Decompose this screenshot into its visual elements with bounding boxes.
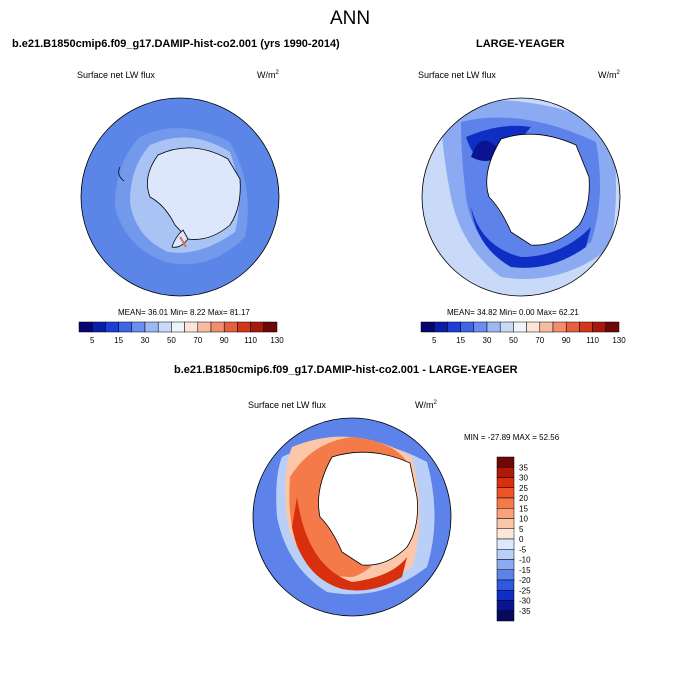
diff-colorbar-swatch xyxy=(496,467,515,478)
left-colorbar-swatch xyxy=(171,321,185,333)
page-title: ANN xyxy=(329,8,371,29)
right-colorbar-tick-label: 90 xyxy=(562,336,571,345)
left-colorbar-swatch xyxy=(223,321,238,333)
right-panel-title: LARGE-YEAGER xyxy=(476,38,565,50)
diff-units-label: W/m2 xyxy=(415,400,437,410)
right-colorbar-swatch xyxy=(447,321,461,333)
left-units-label: W/m2 xyxy=(257,70,279,80)
diff-colorbar-swatch xyxy=(496,477,515,488)
left-panel-title: b.e21.B1850cmip6.f09_g17.DAMIP-hist-co2.… xyxy=(12,38,340,50)
right-colorbar-swatch xyxy=(526,321,541,333)
diff-colorbar-swatch xyxy=(496,549,515,560)
left-colorbar-tick-label: 5 xyxy=(90,336,95,345)
diff-colorbar-swatch xyxy=(496,569,515,581)
diff-colorbar-swatch xyxy=(496,508,515,519)
left-colorbar-swatch xyxy=(210,321,225,333)
diff-colorbar-tick-label: 25 xyxy=(519,484,528,493)
right-polar-map xyxy=(421,97,621,297)
diff-colorbar-tick-label: -5 xyxy=(519,545,527,554)
left-colorbar-tick-label: 110 xyxy=(244,336,257,345)
right-colorbar-tick-label: 130 xyxy=(612,336,626,345)
left-colorbar-tick-label: 30 xyxy=(141,336,150,345)
left-stats: MEAN= 36.01 Min= 8.22 Max= 81.17 xyxy=(118,308,250,317)
right-stats: MEAN= 34.82 Min= 0.00 Max= 62.21 xyxy=(447,308,579,317)
left-variable-label: Surface net LW flux xyxy=(77,70,155,80)
left-colorbar-tick-label: 90 xyxy=(220,336,229,345)
right-units-label: W/m2 xyxy=(598,70,620,80)
diff-colorbar-tick-label: 15 xyxy=(519,504,528,513)
left-colorbar-swatch xyxy=(91,321,106,333)
left-colorbar-swatch xyxy=(237,321,251,333)
right-colorbar-swatch xyxy=(592,321,607,333)
diff-colorbar-tick-label: -25 xyxy=(519,586,531,595)
left-colorbar-swatch xyxy=(131,321,146,333)
diff-stats: MIN = -27.89 MAX = 52.56 xyxy=(464,433,560,442)
diff-colorbar-swatch xyxy=(496,610,515,622)
left-colorbar-swatch xyxy=(184,321,199,333)
right-colorbar: 5 15 30 50 70 90 110 130 xyxy=(420,321,626,345)
diff-colorbar-tick-label: -30 xyxy=(519,597,531,606)
diff-variable-label: Surface net LW flux xyxy=(248,400,326,410)
right-colorbar-tick-label: 50 xyxy=(509,336,518,345)
right-colorbar-swatch xyxy=(605,321,620,333)
right-colorbar-swatch xyxy=(433,321,448,333)
right-colorbar-swatch xyxy=(552,321,567,333)
right-colorbar-tick-label: 15 xyxy=(456,336,465,345)
left-colorbar-swatch xyxy=(144,321,159,333)
diff-colorbar-swatch xyxy=(496,456,515,468)
left-colorbar: 5 15 30 50 70 90 110 130 xyxy=(78,321,284,345)
right-colorbar-swatch xyxy=(565,321,580,333)
left-colorbar-swatch xyxy=(105,321,119,333)
diff-colorbar-tick-label: 10 xyxy=(519,515,528,524)
diff-colorbar-swatch xyxy=(496,538,515,550)
right-colorbar-tick-label: 5 xyxy=(432,336,437,345)
left-colorbar-swatch xyxy=(250,321,265,333)
diff-polar-map xyxy=(252,417,452,617)
right-colorbar-swatch xyxy=(473,321,488,333)
diff-colorbar-swatch xyxy=(496,497,515,509)
left-colorbar-swatch xyxy=(118,321,133,333)
left-colorbar-swatch xyxy=(263,321,278,333)
right-colorbar-swatch xyxy=(539,321,554,333)
left-colorbar-tick-label: 50 xyxy=(167,336,176,345)
diff-colorbar-tick-label: 30 xyxy=(519,474,528,483)
right-colorbar-swatch xyxy=(579,321,593,333)
diff-colorbar-swatch xyxy=(496,590,515,601)
diff-panel-title: b.e21.B1850cmip6.f09_g17.DAMIP-hist-co2.… xyxy=(174,364,518,376)
diff-colorbar-swatch xyxy=(496,559,515,570)
diff-colorbar-tick-label: 20 xyxy=(519,494,528,503)
right-colorbar-swatch xyxy=(420,321,435,333)
right-colorbar-tick-label: 30 xyxy=(483,336,492,345)
left-colorbar-tick-label: 70 xyxy=(193,336,202,345)
left-colorbar-swatch xyxy=(157,321,172,333)
diff-colorbar-tick-label: -10 xyxy=(519,556,531,565)
left-colorbar-tick-label: 130 xyxy=(270,336,284,345)
diff-colorbar-tick-label: 35 xyxy=(519,463,528,472)
left-colorbar-swatch xyxy=(197,321,212,333)
right-variable-label: Surface net LW flux xyxy=(418,70,496,80)
diff-colorbar-tick-label: 5 xyxy=(519,525,524,534)
left-colorbar-swatch xyxy=(78,321,93,333)
right-colorbar-swatch xyxy=(513,321,527,333)
right-colorbar-swatch xyxy=(486,321,501,333)
left-colorbar-tick-label: 15 xyxy=(114,336,123,345)
diff-colorbar-tick-label: -20 xyxy=(519,576,531,585)
diff-colorbar-swatch xyxy=(496,487,515,499)
diff-colorbar-swatch xyxy=(496,528,515,540)
right-colorbar-swatch xyxy=(460,321,475,333)
diff-colorbar-swatch xyxy=(496,518,515,529)
right-colorbar-swatch xyxy=(499,321,514,333)
left-polar-map xyxy=(80,97,280,297)
diff-colorbar-tick-label: -35 xyxy=(519,607,531,616)
right-colorbar-tick-label: 110 xyxy=(586,336,599,345)
diff-colorbar-tick-label: 0 xyxy=(519,535,524,544)
diff-colorbar-swatch xyxy=(496,600,515,611)
diff-colorbar-tick-label: -15 xyxy=(519,566,531,575)
right-colorbar-tick-label: 70 xyxy=(535,336,544,345)
diff-colorbar-swatch xyxy=(496,579,515,591)
